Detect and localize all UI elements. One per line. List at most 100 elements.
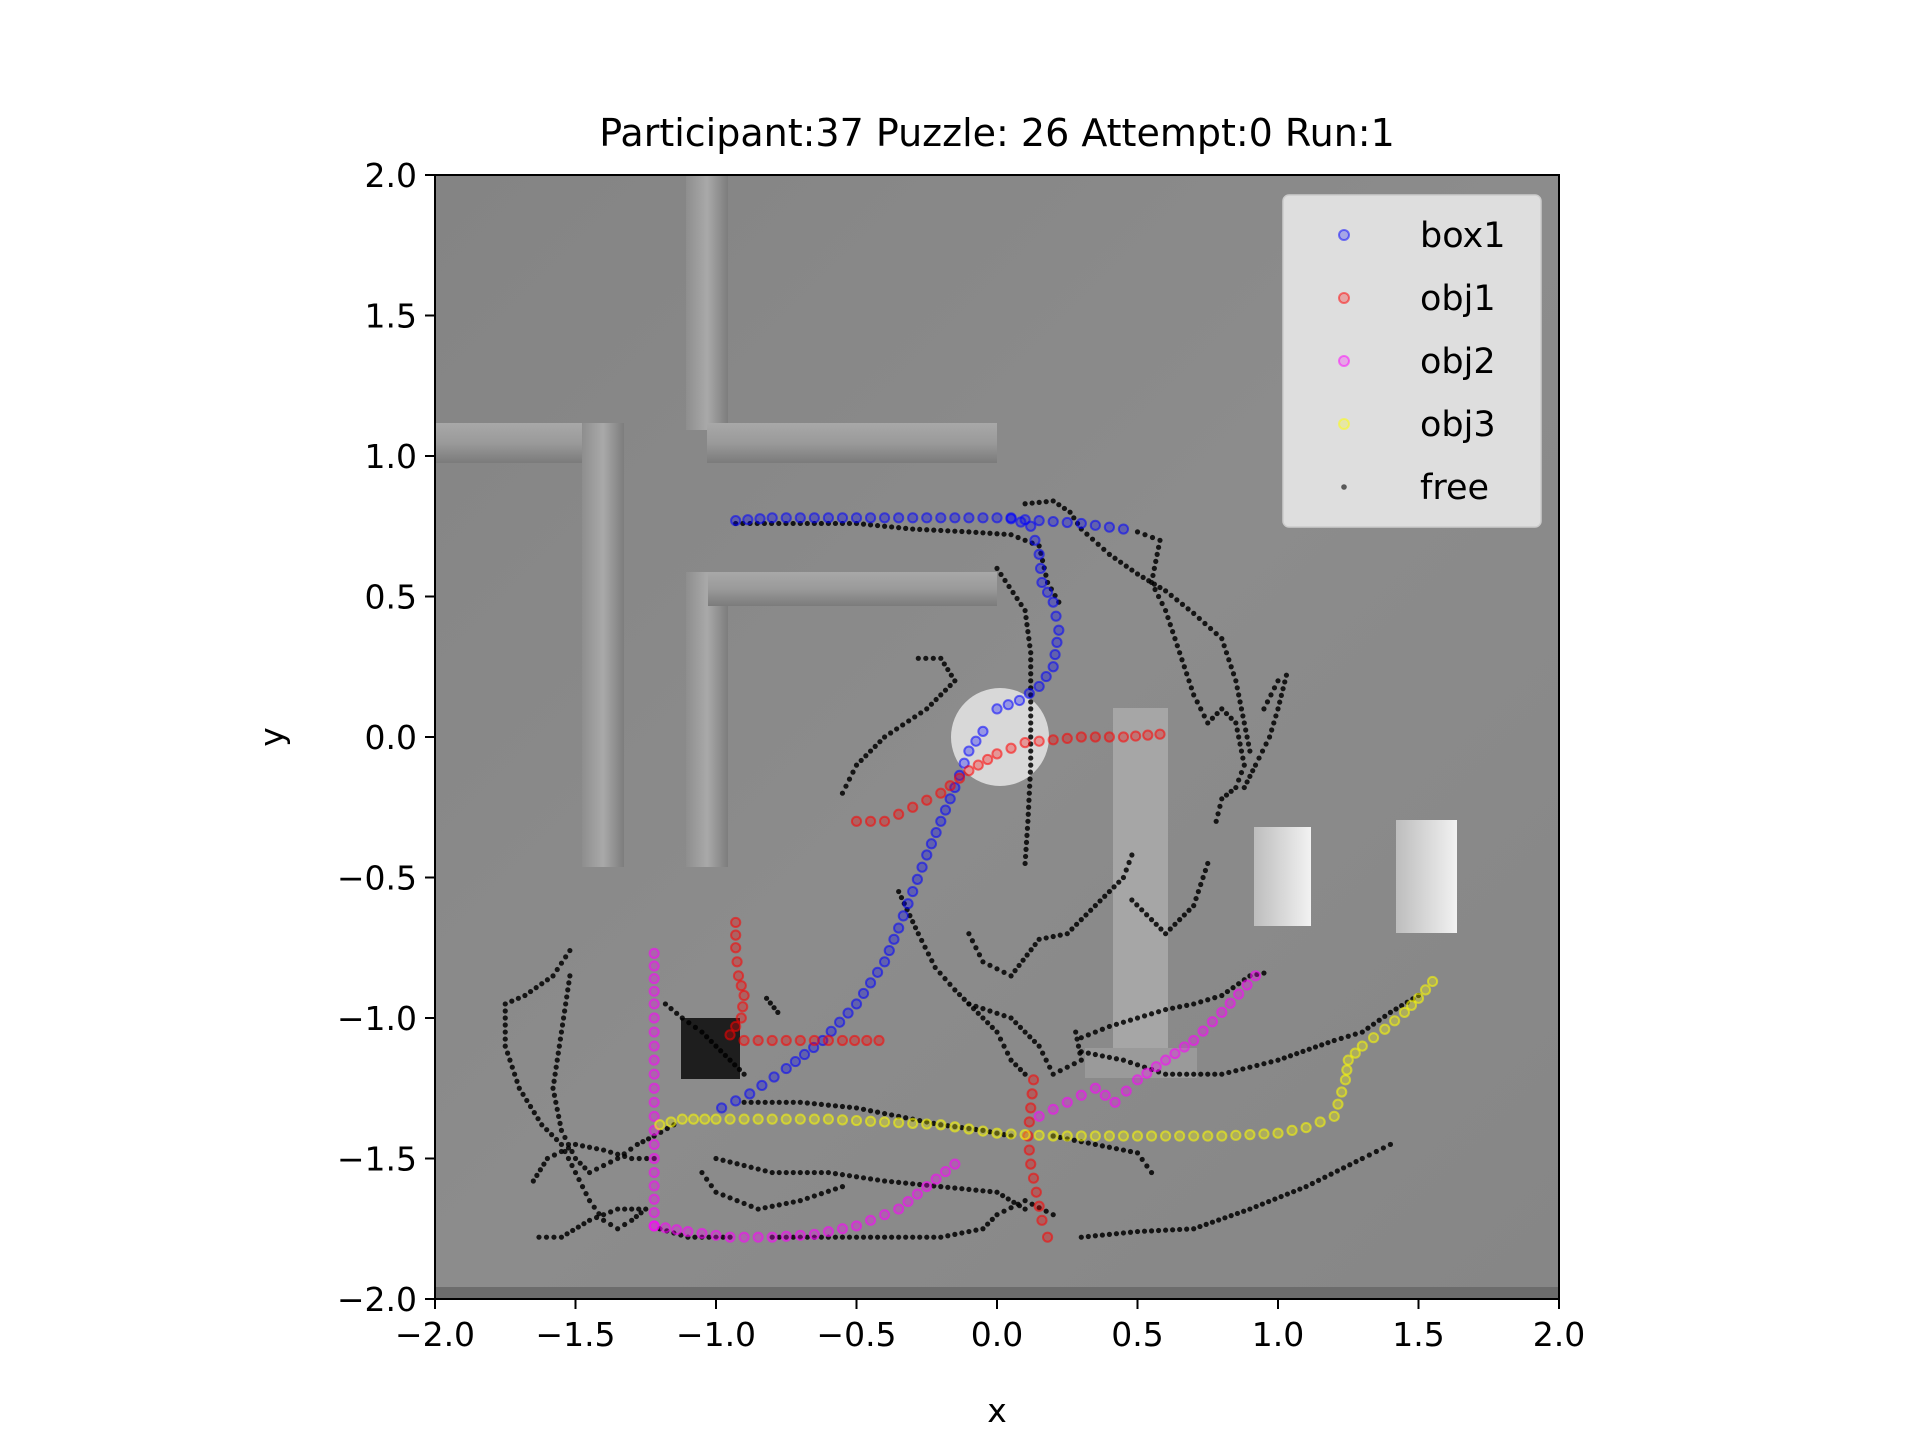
data-point: [1013, 1020, 1019, 1026]
data-point: [1148, 917, 1155, 923]
data-point: [902, 1195, 914, 1208]
data-point: [534, 1172, 540, 1178]
data-point: [536, 1234, 542, 1240]
data-point: [724, 1113, 736, 1125]
data-point: [966, 931, 972, 937]
data-point: [1069, 926, 1075, 932]
data-point: [818, 1169, 824, 1176]
data-point: [601, 1217, 607, 1223]
x-axis-ticks: −2.0 −1.5 −1.0 −0.5 0.0 0.5 1.0 1.5 2.0: [395, 1299, 1585, 1354]
data-point: [874, 1234, 881, 1240]
data-point: [959, 1230, 965, 1236]
data-point: [1050, 610, 1062, 622]
data-point: [1269, 727, 1275, 733]
data-point: [836, 1223, 849, 1235]
data-point: [1165, 614, 1171, 621]
data-point: [562, 1134, 568, 1141]
data-point: [871, 966, 884, 978]
data-point: [900, 722, 906, 728]
legend-label: obj1: [1420, 279, 1496, 319]
data-point: [991, 1127, 1003, 1139]
data-point: [879, 956, 891, 968]
data-point: [648, 985, 660, 997]
wall-segment: [686, 175, 728, 430]
series-obj2: [648, 947, 1262, 1243]
data-point: [783, 1099, 789, 1105]
data-point: [1209, 715, 1216, 721]
data-point: [1322, 1174, 1328, 1180]
data-point: [557, 1120, 563, 1126]
data-point: [1127, 1059, 1134, 1066]
data-point: [991, 703, 1003, 715]
data-point: [1008, 1205, 1014, 1211]
data-point: [980, 1226, 986, 1232]
data-point: [537, 1167, 543, 1173]
data-point: [1370, 1021, 1377, 1027]
data-point: [846, 520, 853, 527]
data-point: [1013, 1062, 1019, 1068]
data-point: [1353, 1159, 1359, 1165]
data-point: [539, 981, 545, 987]
data-point: [1169, 1047, 1181, 1060]
data-point: [668, 1006, 674, 1012]
data-point: [648, 1220, 660, 1232]
data-point: [1266, 1198, 1272, 1205]
data-point: [933, 696, 939, 703]
data-point: [735, 1012, 747, 1024]
wall-segment: [435, 423, 583, 463]
data-point: [686, 1020, 692, 1026]
data-point: [987, 962, 993, 968]
data-point: [1071, 1137, 1077, 1143]
data-point: [1154, 728, 1166, 740]
data-point: [853, 1105, 860, 1111]
data-point: [659, 1222, 672, 1234]
data-point: [1134, 529, 1141, 535]
data-point: [648, 1152, 660, 1165]
data-point: [1092, 1029, 1098, 1035]
data-point: [832, 1171, 839, 1177]
y-axis-label: y: [252, 727, 291, 747]
data-point: [1012, 968, 1018, 974]
data-point: [1041, 586, 1054, 598]
data-point: [1074, 921, 1080, 927]
x-tick-label: −2.0: [395, 1315, 475, 1354]
data-point: [1092, 1051, 1098, 1058]
data-point: [1112, 555, 1118, 561]
data-point: [720, 1157, 726, 1163]
data-point: [634, 1141, 640, 1148]
data-point: [1134, 1228, 1141, 1235]
data-point: [1051, 636, 1063, 648]
data-point: [1113, 1021, 1120, 1027]
data-point: [1000, 1192, 1006, 1199]
data-point: [896, 1179, 902, 1185]
data-point: [931, 527, 937, 533]
data-point: [1259, 748, 1266, 754]
data-point: [1152, 586, 1158, 593]
data-point: [522, 992, 528, 999]
data-point: [832, 520, 839, 527]
data-point: [1134, 1015, 1141, 1021]
data-point: [1022, 1029, 1028, 1035]
data-point: [553, 1099, 559, 1105]
data-point: [915, 655, 921, 661]
data-point: [1237, 741, 1243, 747]
data-point: [1325, 1040, 1331, 1046]
data-point: [864, 1214, 877, 1226]
data-point: [558, 1234, 565, 1240]
data-point: [1028, 748, 1034, 754]
data-point: [1240, 1066, 1246, 1072]
data-point: [931, 1120, 937, 1126]
data-point: [752, 1113, 764, 1125]
data-point: [1028, 727, 1034, 733]
data-point: [708, 1038, 714, 1045]
data-point: [1024, 825, 1031, 831]
data-point: [1075, 1089, 1087, 1101]
data-point: [1026, 1088, 1038, 1100]
data-point: [1064, 1064, 1070, 1070]
data-point: [963, 1123, 975, 1135]
data-point: [863, 753, 869, 759]
data-point: [1089, 1082, 1101, 1094]
data-point: [699, 1169, 705, 1176]
data-point: [879, 1209, 891, 1221]
data-point: [1025, 1102, 1037, 1114]
